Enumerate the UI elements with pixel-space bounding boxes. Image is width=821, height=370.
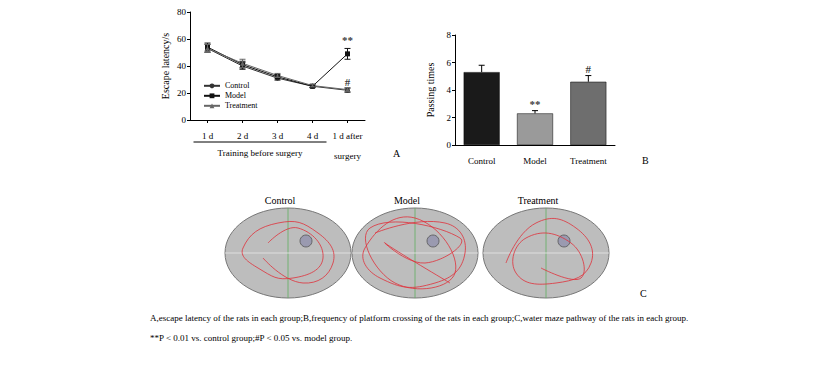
svg-text:6: 6 xyxy=(447,58,452,68)
svg-text:Control: Control xyxy=(265,195,296,206)
svg-text:80: 80 xyxy=(177,7,187,17)
svg-text:3 d: 3 d xyxy=(272,131,284,141)
svg-text:60: 60 xyxy=(177,34,187,44)
svg-text:2: 2 xyxy=(447,113,452,123)
svg-text:0: 0 xyxy=(447,140,452,150)
svg-text:Model: Model xyxy=(523,156,547,166)
svg-text:1 d: 1 d xyxy=(202,131,214,141)
svg-text:A: A xyxy=(393,148,401,159)
svg-text:#: # xyxy=(586,63,592,75)
svg-text:**: ** xyxy=(342,34,354,46)
svg-text:**P < 0.01 vs. control group;#: **P < 0.01 vs. control group;#P < 0.05 v… xyxy=(150,333,352,343)
svg-text:40: 40 xyxy=(177,61,187,71)
svg-text:A,escape latency of the rats i: A,escape latency of the rats in each gro… xyxy=(150,313,688,323)
svg-text:2 d: 2 d xyxy=(237,131,249,141)
svg-text:Passing times: Passing times xyxy=(425,63,436,118)
svg-text:8: 8 xyxy=(447,30,452,40)
svg-text:Model: Model xyxy=(225,91,247,100)
svg-text:Control: Control xyxy=(468,156,496,166)
svg-text:#: # xyxy=(345,76,351,88)
svg-text:20: 20 xyxy=(177,88,187,98)
svg-text:**: ** xyxy=(530,98,542,110)
svg-text:4 d: 4 d xyxy=(307,131,319,141)
svg-text:surgery: surgery xyxy=(334,151,361,161)
svg-text:0: 0 xyxy=(182,115,187,125)
svg-text:1 d after: 1 d after xyxy=(333,131,363,141)
svg-text:4: 4 xyxy=(447,85,452,95)
svg-text:Training before surgery: Training before surgery xyxy=(218,148,303,158)
svg-text:Treatment: Treatment xyxy=(225,101,258,110)
svg-text:Model: Model xyxy=(394,195,420,206)
svg-text:B: B xyxy=(642,155,649,166)
svg-text:Escape latency/s: Escape latency/s xyxy=(160,33,171,99)
svg-text:Treatment: Treatment xyxy=(570,156,607,166)
svg-text:Treatment: Treatment xyxy=(518,195,559,206)
svg-text:Control: Control xyxy=(225,81,250,90)
svg-text:C: C xyxy=(640,288,647,299)
